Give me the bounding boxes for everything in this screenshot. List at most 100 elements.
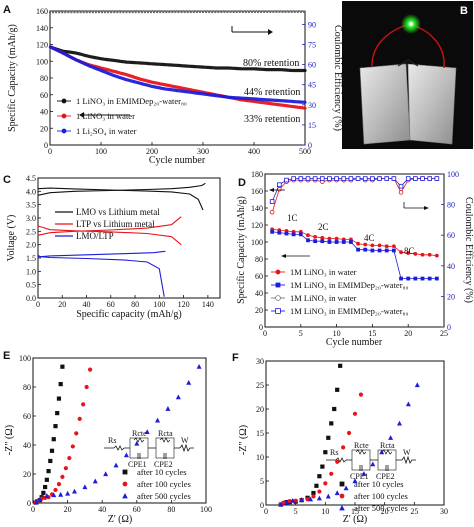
- ce-point: [192, 10, 195, 14]
- data-point: [53, 424, 58, 429]
- data-point: [113, 462, 119, 468]
- data-point: [388, 435, 394, 440]
- x-axis-label: Z' (Ω): [343, 514, 368, 525]
- data-point: [334, 490, 340, 496]
- data-point: [313, 239, 318, 244]
- ce-point: [91, 10, 94, 14]
- ce-point: [104, 10, 107, 14]
- data-point: [320, 239, 325, 244]
- y2-tick-label: 100: [447, 170, 459, 179]
- data-point: [325, 493, 331, 499]
- x-tick-label: 200: [146, 147, 158, 156]
- data-point: [87, 367, 93, 372]
- series-discharge-3: [37, 254, 165, 297]
- y-tick-label: 0.5: [26, 281, 36, 290]
- y-tick-label: 4.0: [26, 187, 36, 196]
- annotation-33-retention: 33% retention: [244, 114, 300, 125]
- data-point: [155, 417, 161, 423]
- rc-block: [155, 437, 175, 459]
- y-tick-label: 1.5: [26, 254, 36, 263]
- series-charge-2: [37, 216, 182, 236]
- data-point: [270, 229, 275, 234]
- y-axis-label: -Z" (Ω): [4, 425, 15, 455]
- x-tick-label: 15: [351, 507, 359, 516]
- y-tick-label: 3.5: [26, 201, 36, 210]
- ce-point: [257, 10, 260, 13]
- data-point: [299, 497, 305, 502]
- data-point: [65, 490, 71, 496]
- data-point: [362, 176, 368, 181]
- data-point: [341, 240, 346, 244]
- rate-label-8c: 8C: [404, 246, 415, 256]
- data-point: [291, 232, 296, 237]
- x-tick-label: 25: [410, 507, 418, 516]
- y-tick-label: 25: [256, 381, 264, 390]
- ce-point: [79, 10, 82, 14]
- y-tick-label: 60: [40, 91, 48, 100]
- y-tick-label: 3.0: [26, 214, 36, 223]
- data-point: [305, 176, 311, 181]
- legend-label: after 100 cycles: [354, 491, 408, 501]
- circuit-label: CPE2: [376, 472, 395, 481]
- rate-labels: 1C 2C 4C 8C: [287, 213, 415, 256]
- data-point: [81, 402, 86, 407]
- ce-point: [113, 10, 116, 14]
- series-charge-1: [37, 182, 206, 196]
- ce-point: [244, 10, 247, 13]
- y2-tick-label: 60: [447, 231, 455, 240]
- data-point: [363, 247, 368, 252]
- x-tick-label: 0: [263, 329, 267, 338]
- y2-axis-label: Coulombic Efficiency (%): [332, 25, 343, 131]
- legend-label: LMO/LTP: [76, 231, 114, 241]
- legend-marker: [122, 481, 128, 487]
- panel-f: F 0 5 10 15 20 25 30 0 5 10 15 20 25 30 Rs Rcte Rcta W CP…: [232, 352, 448, 525]
- x-tick-label: 10: [321, 507, 329, 516]
- data-point: [269, 209, 275, 215]
- data-point: [391, 248, 396, 253]
- y-tick-label: 15: [256, 429, 264, 438]
- y-tick-label: 160: [251, 187, 263, 196]
- data-point: [317, 474, 322, 479]
- resistor-icon: [113, 445, 125, 451]
- rate-label-2c: 2C: [318, 222, 329, 232]
- data-point: [335, 459, 340, 464]
- x-tick-label: 15: [368, 329, 376, 338]
- data-point: [92, 478, 98, 484]
- data-point: [308, 496, 313, 502]
- data-point: [434, 253, 439, 258]
- ce-point: [85, 10, 88, 14]
- ce-point: [165, 10, 168, 14]
- y-axis-label: Voltage (V): [6, 215, 17, 262]
- ce-point: [146, 10, 149, 14]
- ce-point: [299, 10, 302, 13]
- data-point: [377, 248, 382, 253]
- panel-label-c: C: [3, 174, 11, 186]
- data-point: [343, 485, 349, 491]
- data-point: [370, 248, 375, 253]
- data-point: [341, 445, 346, 450]
- ce-point: [241, 10, 244, 13]
- data-point: [352, 478, 358, 484]
- data-point: [405, 401, 411, 407]
- legend-marker: [275, 282, 281, 288]
- y-tick-label: 1.0: [26, 267, 36, 276]
- data-point: [361, 471, 367, 476]
- circuit-label: Rs: [108, 436, 116, 445]
- x-tick-label: 20: [58, 300, 66, 309]
- circuit-label: CPE2: [154, 460, 173, 469]
- data-point: [317, 489, 322, 494]
- equivalent-circuit: Rs Rcte Rcta W CPE1 CPE2: [326, 441, 416, 481]
- legend: after 10 cycles after 100 cycles after 500…: [122, 467, 191, 501]
- data-point: [391, 244, 396, 249]
- black-wire: [397, 59, 419, 67]
- x-tick-label: 120: [178, 300, 190, 309]
- ce-point: [293, 10, 296, 13]
- data-point: [33, 499, 39, 505]
- data-point: [314, 483, 319, 488]
- legend-marker: [275, 295, 281, 301]
- data-point: [346, 430, 352, 436]
- circuit-label: W: [403, 448, 411, 457]
- ce-point: [94, 10, 97, 14]
- ce-point: [101, 10, 104, 14]
